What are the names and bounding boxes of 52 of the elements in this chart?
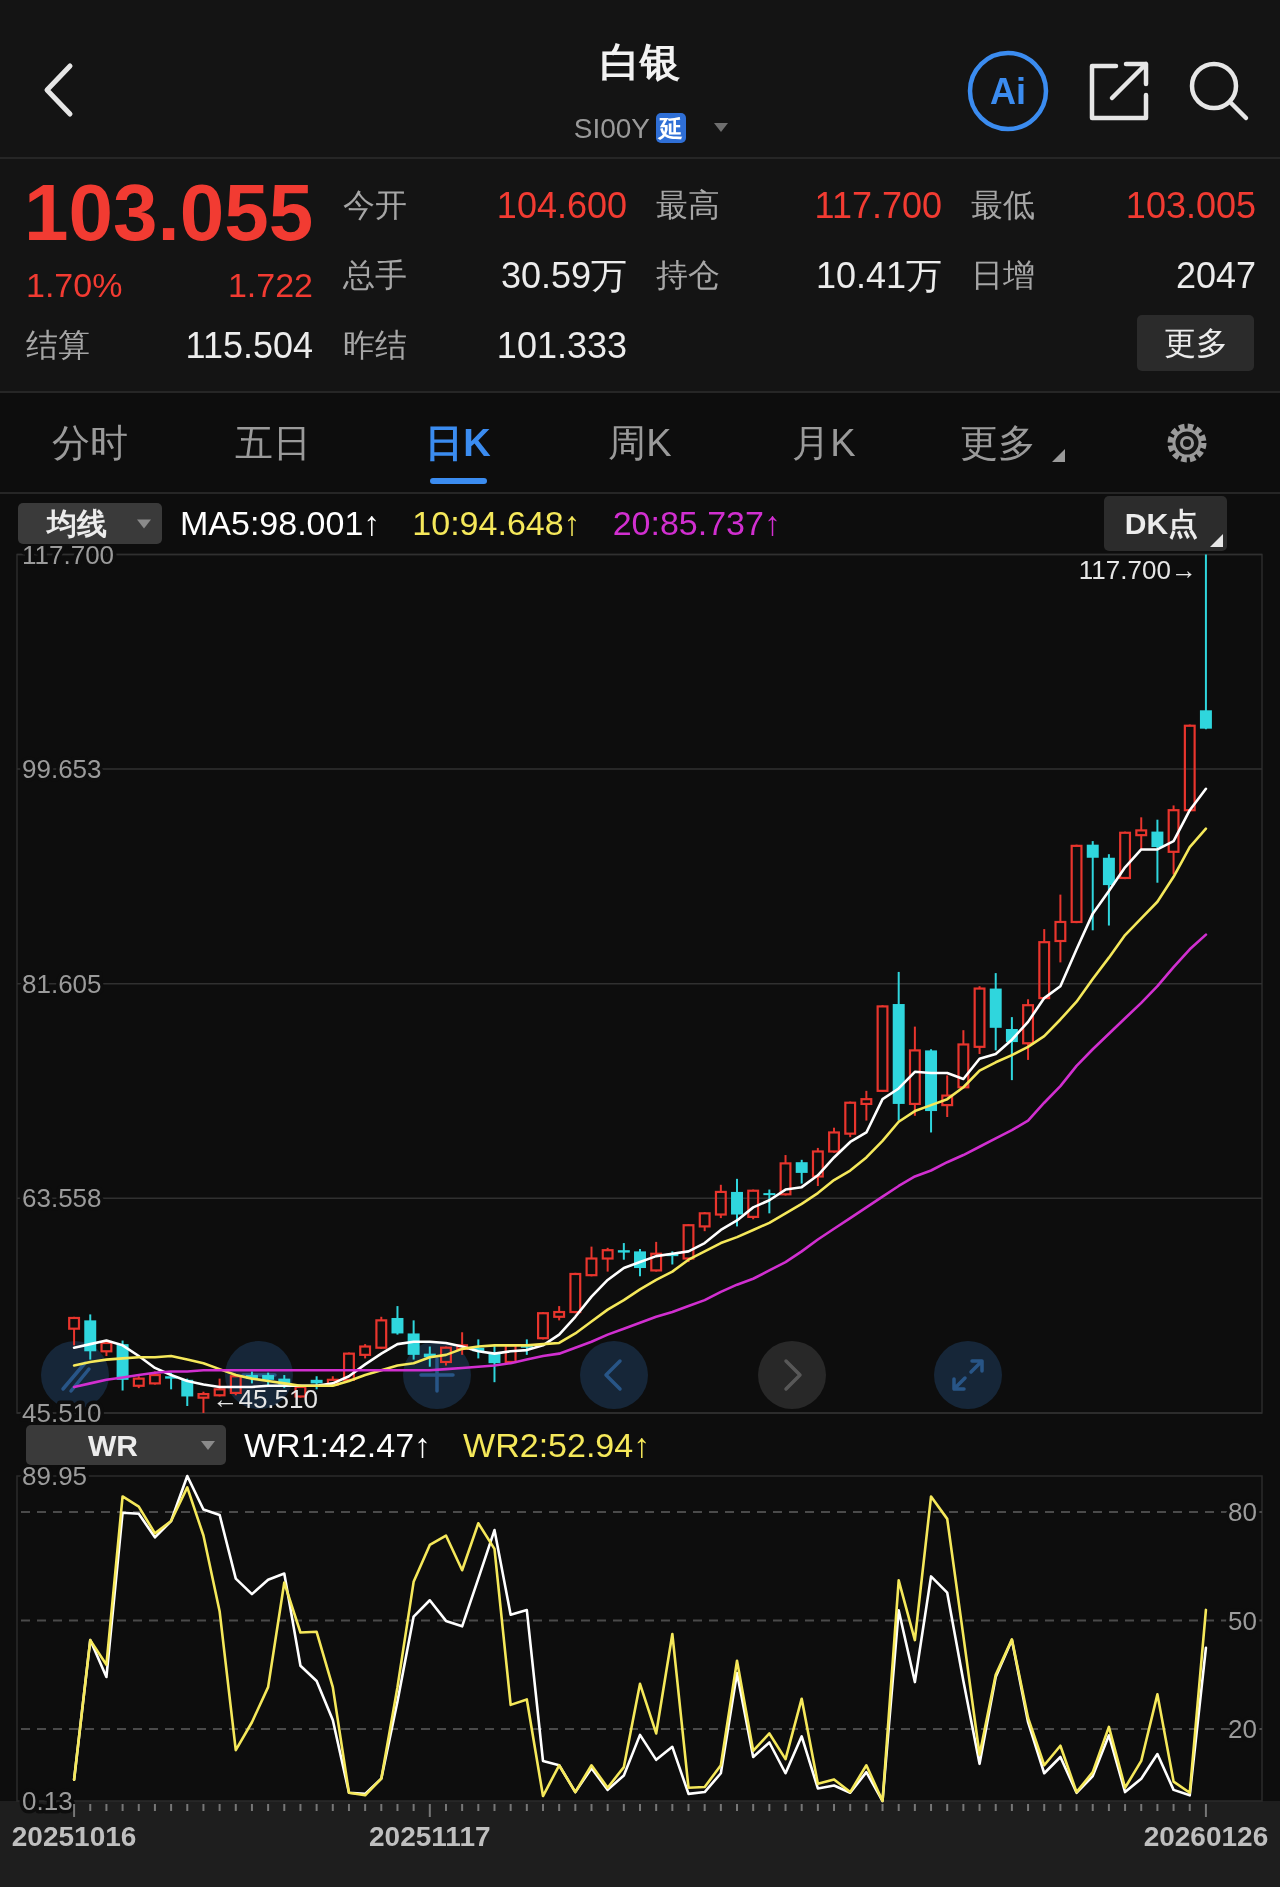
text: SI00Y [573,112,651,144]
text: 结算 [26,327,90,363]
series-label: WR1:42.47↑ [244,1426,432,1464]
text: 更多 [1164,325,1228,361]
text: 总手 [342,257,407,293]
text: 101.333 [496,324,627,366]
text: 2047 [1175,254,1256,296]
text: 115.504 [185,324,313,366]
y2-tick-label: 50 [1228,1605,1257,1636]
text: 周K [608,422,672,464]
text: 103.055 [24,167,314,257]
text: 五日 [235,422,311,464]
text: MA5:98.001↑ [180,504,381,542]
y2-tick-label: 80 [1228,1497,1257,1527]
text: 持仓 [656,257,720,293]
y-tick-label: 63.558 [22,1183,102,1214]
text: 昨结 [343,327,407,363]
text: 10.41万 [815,254,942,296]
text: 1.722 [227,266,313,304]
text: 白银 [600,40,680,84]
x-tick-label: 20251117 [369,1820,491,1852]
text: Ai [990,70,1026,112]
series-label: WR2:52.94↑ [463,1426,651,1464]
text: 今开 [343,187,407,223]
legend-title: 均线 [45,507,107,540]
y-tick-label: 99.653 [22,754,102,785]
annotation: 117.700→ [1078,554,1197,585]
text: 30.59万 [500,254,627,296]
text: 20:85.737↑ [612,504,781,542]
text: 日K [425,422,492,464]
y-tick-label: 89.95 [22,1461,88,1491]
text: 117.700 [814,184,942,226]
text: 最高 [656,187,720,223]
text: 分时 [52,422,128,464]
y-tick-label: 117.700 [22,539,115,570]
legend-title: WR [88,1428,139,1462]
text: 更多 [960,422,1036,464]
text: DK点 [1124,507,1199,540]
x-tick-label: 20260126 [1143,1820,1269,1852]
y-tick-label: 81.605 [22,968,102,999]
text: 10:94.648↑ [412,504,581,542]
text: 104.600 [496,184,627,226]
x-tick-label: 20251016 [11,1820,137,1852]
text: 月K [792,422,856,464]
text: 最低 [971,187,1035,223]
text: 日增 [971,257,1035,293]
y-tick-label: 0.13 [22,1786,73,1816]
y-tick-label: 45.510 [22,1398,102,1428]
text: 103.005 [1125,184,1256,226]
text: 1.70% [26,266,123,304]
y2-tick-label: 20 [1228,1714,1257,1745]
annotation: ←45.510 [212,1384,318,1414]
